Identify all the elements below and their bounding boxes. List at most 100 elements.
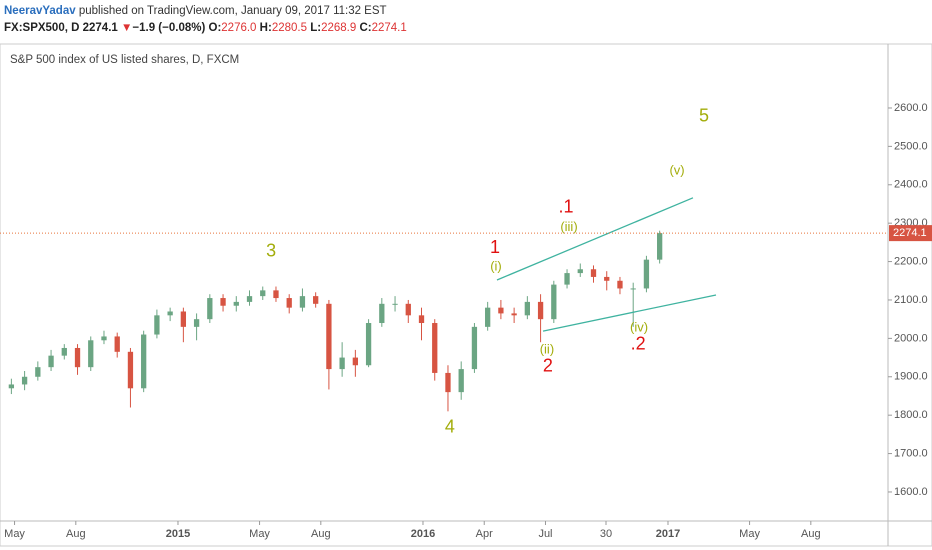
candle-body — [630, 288, 636, 290]
candle-body — [260, 290, 266, 297]
published: published on TradingView.com, January 09… — [78, 5, 387, 17]
y-tick-label: 2500.0 — [894, 140, 928, 152]
x-tick-label: Jul — [538, 528, 552, 540]
candle-body — [577, 269, 583, 274]
chart-title: S&P 500 index of US listed shares, D, FX… — [10, 54, 239, 66]
candle-body — [445, 372, 451, 393]
wave-label: (v) — [669, 162, 684, 177]
candle-body — [524, 301, 530, 316]
candle-body — [379, 303, 385, 324]
candle-body — [114, 336, 120, 352]
candle-body — [604, 276, 610, 281]
candle-body — [141, 334, 147, 389]
x-tick-label: May — [739, 528, 760, 540]
candle-body — [180, 311, 187, 327]
candle-body — [352, 357, 359, 366]
close: 2274.1 — [371, 22, 407, 34]
candle-body — [8, 384, 15, 389]
high-label: H: — [259, 22, 272, 34]
frame — [0, 43, 932, 547]
x-tick-label: 2015 — [166, 528, 190, 540]
candle-body — [61, 347, 67, 356]
candle-body — [233, 301, 239, 306]
open-label: O: — [208, 22, 222, 34]
candle-body — [458, 369, 464, 393]
candle-body — [485, 307, 491, 327]
candle-body — [590, 269, 597, 277]
quote-line: FX:SPX500, D 2274.1 ▼−1.9 (−0.08%) O:227… — [4, 20, 407, 37]
x-tick-label: May — [4, 528, 25, 540]
candle-body — [405, 303, 411, 316]
candle-body — [21, 376, 28, 385]
candle-body — [88, 340, 94, 368]
trendline — [496, 197, 694, 281]
x-tick-label: Aug — [801, 528, 821, 540]
candle-body — [418, 315, 425, 324]
candle-body — [617, 280, 623, 289]
candle-body — [101, 336, 107, 341]
arrow: ▼ — [121, 22, 133, 34]
candle-body — [537, 301, 544, 320]
candle-body — [657, 233, 663, 260]
candle-body — [326, 303, 332, 370]
wave-label: (ii) — [540, 341, 554, 356]
wave-label: 3 — [266, 241, 276, 261]
x-tick-label: Apr — [476, 528, 493, 540]
wave-label: 1 — [490, 237, 500, 257]
x-tick-label: May — [249, 528, 270, 540]
candle-body — [471, 326, 478, 370]
candle-body — [167, 311, 173, 316]
price-tag — [889, 225, 932, 242]
x-tick-label: Aug — [66, 528, 86, 540]
candle-body — [299, 296, 306, 308]
candle-body — [207, 298, 213, 320]
wave-label: 4 — [445, 417, 455, 437]
candle-body — [286, 298, 292, 308]
change: −1.9 (−0.08%) — [132, 22, 206, 34]
wave-label: (iii) — [560, 219, 577, 234]
candle-body — [564, 273, 570, 285]
candle-body — [313, 296, 319, 304]
candle-body — [74, 347, 81, 368]
candle-body — [246, 296, 253, 302]
candle-body — [154, 315, 160, 335]
low: 2268.9 — [321, 22, 357, 34]
low-label: L: — [310, 22, 322, 34]
candle-body — [365, 323, 372, 366]
candle-body — [48, 355, 54, 368]
wave-label: 2 — [543, 356, 553, 376]
candle-body — [432, 323, 438, 373]
header: NeeravYadav published on TradingView.com… — [4, 3, 407, 37]
price-tag-label: 2274.1 — [893, 227, 927, 239]
x-tick-label: 30 — [600, 528, 612, 540]
candle-body — [273, 290, 279, 299]
wave-label: .2 — [631, 334, 646, 354]
y-tick-label: 2400.0 — [894, 179, 928, 191]
candle-body — [35, 367, 41, 377]
author[interactable]: NeeravYadav — [4, 5, 76, 17]
wave-label: (iv) — [630, 319, 648, 334]
y-tick-label: 2100.0 — [894, 294, 928, 306]
y-tick-label: 1900.0 — [894, 371, 928, 383]
trendline — [542, 294, 717, 332]
wave-label: 5 — [699, 106, 709, 126]
publish-line: NeeravYadav published on TradingView.com… — [4, 3, 407, 20]
candle-body — [392, 303, 398, 305]
symbol: FX:SPX500, D — [4, 22, 80, 34]
high: 2280.5 — [271, 22, 307, 34]
candle-body — [511, 313, 517, 316]
open: 2276.0 — [221, 22, 257, 34]
y-tick-label: 1600.0 — [894, 486, 928, 498]
candle-body — [643, 259, 650, 289]
wave-label: (i) — [490, 258, 502, 273]
x-tick-label: 2017 — [656, 528, 680, 540]
y-tick-label: 2000.0 — [894, 332, 928, 344]
y-tick-label: 1700.0 — [894, 447, 928, 459]
y-tick-label: 1800.0 — [894, 409, 928, 421]
x-tick-label: Aug — [311, 528, 331, 540]
close-label: C: — [359, 22, 372, 34]
y-tick-label: 2200.0 — [894, 255, 928, 267]
candle-body — [220, 298, 226, 306]
